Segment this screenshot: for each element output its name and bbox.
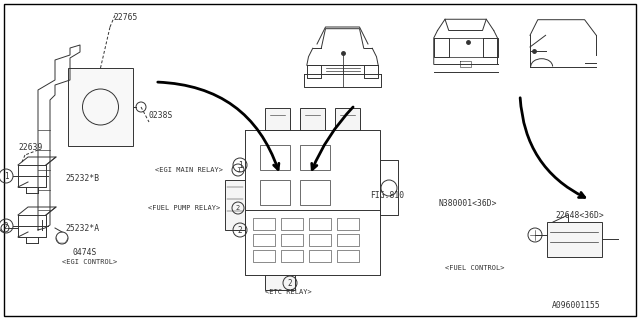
Text: 25232*B: 25232*B [65, 173, 99, 182]
Text: 22648<36D>: 22648<36D> [555, 211, 604, 220]
Text: 22765: 22765 [113, 12, 138, 21]
Bar [265, 108, 290, 130]
Text: <FUEL CONTROL>: <FUEL CONTROL> [445, 265, 504, 271]
Text: <EGI MAIN RELAY>: <EGI MAIN RELAY> [155, 167, 223, 173]
Bar [260, 180, 290, 205]
Text: 1: 1 [237, 161, 243, 170]
Bar [253, 234, 275, 246]
Text: <ETC RELAY>: <ETC RELAY> [265, 289, 312, 295]
Bar [309, 218, 331, 230]
Bar [309, 250, 331, 262]
Text: <FUEL PUMP RELAY>: <FUEL PUMP RELAY> [148, 205, 220, 211]
Bar [300, 145, 330, 170]
Bar [309, 234, 331, 246]
Bar [265, 275, 295, 290]
Text: 2: 2 [237, 226, 243, 235]
Bar [337, 234, 359, 246]
Text: 1: 1 [4, 172, 8, 180]
Bar [547, 222, 602, 257]
Bar [281, 218, 303, 230]
Text: 2: 2 [236, 205, 240, 211]
Bar [337, 218, 359, 230]
Bar [337, 250, 359, 262]
Bar [253, 218, 275, 230]
Bar [225, 180, 245, 230]
Text: 1: 1 [236, 167, 240, 173]
Bar [335, 108, 360, 130]
Text: 0474S: 0474S [72, 247, 97, 257]
Text: 25232*A: 25232*A [65, 223, 99, 233]
Bar [281, 250, 303, 262]
Text: 0238S: 0238S [148, 110, 172, 119]
Bar [68, 68, 133, 146]
Text: 2: 2 [4, 221, 8, 230]
Bar [253, 250, 275, 262]
Bar [300, 108, 325, 130]
Text: A096001155: A096001155 [552, 300, 601, 309]
Bar [300, 180, 330, 205]
Text: 2: 2 [288, 278, 292, 287]
Text: 22639: 22639 [18, 142, 42, 151]
Bar [260, 145, 290, 170]
Text: <EGI CONTROL>: <EGI CONTROL> [62, 259, 117, 265]
Text: FIG.810: FIG.810 [370, 190, 404, 199]
Text: N380001<36D>: N380001<36D> [438, 198, 497, 207]
Bar [281, 234, 303, 246]
